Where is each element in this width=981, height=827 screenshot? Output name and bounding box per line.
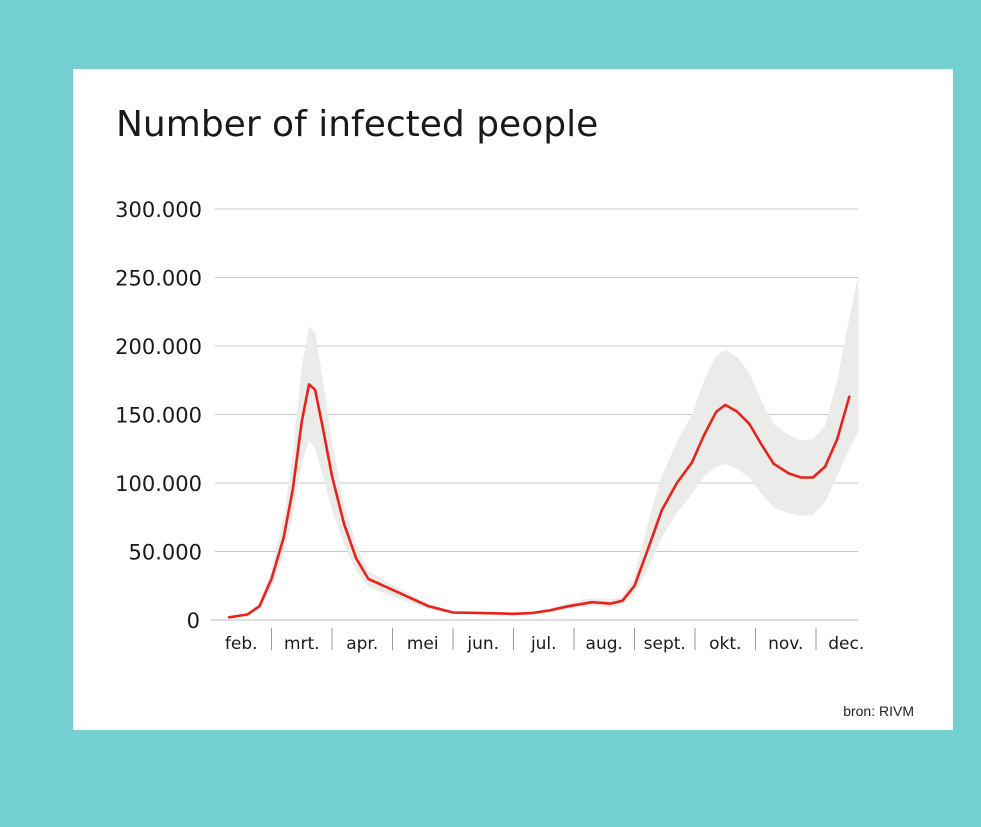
y-tick-label: 300.000 bbox=[115, 198, 202, 222]
x-tick-label: nov. bbox=[768, 634, 803, 654]
x-tick-label: apr. bbox=[346, 634, 378, 654]
y-tick-label: 150.000 bbox=[115, 404, 202, 428]
x-tick-label: mei bbox=[407, 634, 439, 654]
series-line bbox=[227, 383, 851, 619]
y-tick-label: 0 bbox=[187, 609, 200, 633]
x-tick-label: sept. bbox=[644, 634, 686, 654]
y-tick-label: 100.000 bbox=[115, 472, 202, 496]
x-tick-label: feb. bbox=[225, 634, 258, 654]
x-tick-label: aug. bbox=[586, 634, 623, 654]
chart-title: Number of infected people bbox=[116, 104, 599, 145]
x-tick-label: dec. bbox=[828, 634, 864, 654]
y-tick-label: 250.000 bbox=[115, 267, 202, 291]
x-tick-label: jun. bbox=[466, 634, 499, 654]
y-tick-label: 50.000 bbox=[129, 541, 202, 565]
x-tick-label: okt. bbox=[709, 634, 741, 654]
y-tick-label: 200.000 bbox=[115, 335, 202, 359]
source-label: bron: RIVM bbox=[843, 703, 914, 719]
confidence-band bbox=[229, 274, 859, 618]
x-tick-label: mrt. bbox=[284, 634, 320, 654]
x-tick-label: jul. bbox=[530, 634, 557, 654]
